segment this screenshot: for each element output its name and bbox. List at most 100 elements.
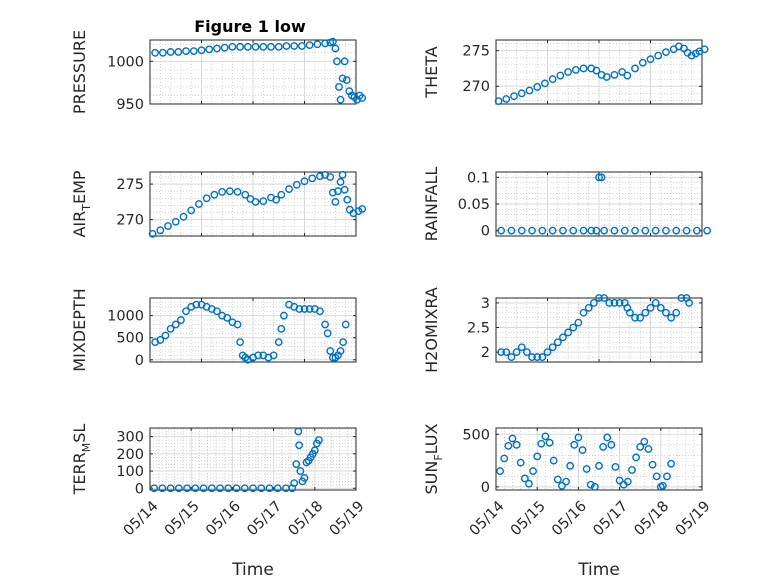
data-point: [341, 320, 350, 329]
data-point: [218, 188, 227, 196]
data-point: [538, 226, 547, 235]
data-point: [595, 173, 603, 182]
data-point: [156, 226, 165, 235]
y-axis-label-subscript: M: [80, 443, 93, 453]
data-point: [179, 212, 188, 221]
y-tick-label: 0: [135, 481, 144, 497]
data-point: [290, 479, 299, 488]
data-point: [292, 180, 301, 189]
y-axis-label-subscript: F: [432, 454, 445, 460]
data-point: [610, 299, 619, 307]
y-tick-label: 0.05: [458, 197, 490, 213]
data-point: [597, 173, 606, 182]
data-point: [548, 226, 557, 235]
data-point: [504, 441, 513, 450]
y-tick-label: 500: [116, 331, 144, 347]
data-point: [553, 338, 562, 347]
data-point: [620, 226, 629, 235]
data-point: [533, 83, 542, 91]
data-point: [207, 484, 216, 493]
data-point: [249, 484, 257, 493]
data-point: [500, 454, 509, 463]
data-point: [646, 303, 655, 312]
data-point: [507, 353, 516, 361]
subplot-3: 270 275 AIRTEMP: [70, 170, 367, 238]
data-point: [267, 42, 275, 51]
axes-box: [495, 427, 703, 491]
y-tick-label: 2: [481, 345, 490, 361]
data-point: [321, 39, 329, 48]
data-point: [648, 460, 657, 469]
data-point: [586, 480, 595, 489]
figure-title: Figure 1 low: [194, 17, 306, 36]
data-point: [171, 320, 180, 329]
data-point: [216, 484, 224, 493]
data-point: [533, 353, 542, 361]
data-point: [589, 299, 598, 307]
data-point: [158, 484, 167, 493]
data-point: [543, 348, 552, 357]
data-point: [525, 479, 533, 488]
data-point: [545, 438, 554, 447]
data-point: [259, 197, 268, 206]
data-point: [517, 343, 526, 352]
data-series: [496, 432, 675, 491]
data-point: [510, 92, 518, 101]
data-point: [602, 73, 611, 81]
data-point: [331, 197, 340, 206]
data-point: [562, 477, 570, 486]
y-axis-label: H2OMIXRA: [422, 287, 441, 373]
y-tick-label: 950: [116, 97, 144, 113]
data-point: [199, 484, 208, 493]
data-point: [213, 307, 221, 316]
y-axis-label-base: SUN: [422, 461, 441, 495]
data-point: [605, 299, 614, 307]
y-tick-label: 0.1: [467, 170, 490, 186]
data-point: [338, 74, 347, 83]
data-point: [502, 348, 511, 357]
data-point: [316, 172, 324, 181]
data-point: [632, 453, 640, 462]
data-point: [626, 308, 634, 317]
data-point: [516, 458, 525, 467]
data-point: [615, 299, 624, 307]
data-point: [497, 348, 506, 357]
y-axis-label-rest: SL: [70, 424, 89, 443]
data-point: [336, 95, 345, 104]
y-tick-label: 300: [116, 430, 144, 446]
data-point: [223, 313, 232, 322]
data-point: [174, 484, 183, 493]
y-axis-label-base: TERR: [70, 452, 89, 495]
data-point: [579, 308, 588, 317]
data-point: [517, 226, 526, 235]
subplot-1: 950 1000 PRESSURE: [70, 30, 367, 114]
data-point: [182, 307, 190, 316]
data-point: [494, 97, 503, 106]
data-point: [541, 79, 549, 88]
y-tick-label: 100: [116, 464, 144, 480]
data-point: [274, 42, 283, 51]
data-point: [176, 316, 185, 324]
axes-box: [149, 427, 357, 491]
data-point: [677, 294, 686, 302]
y-tick-label: 2.5: [467, 321, 490, 337]
data-point: [623, 71, 632, 80]
data-point: [191, 484, 200, 493]
data-series: [151, 37, 367, 104]
data-point: [618, 68, 627, 76]
data-point: [328, 188, 337, 197]
data-series: [148, 170, 367, 238]
data-point: [305, 305, 314, 313]
data-point: [682, 226, 691, 235]
y-axis-label-subscript: T: [80, 204, 93, 212]
data-point: [559, 226, 567, 235]
data-point: [251, 197, 260, 206]
data-point: [651, 299, 660, 307]
data-point: [512, 348, 521, 357]
data-series: [150, 427, 323, 493]
data-point: [507, 226, 516, 235]
data-point: [296, 467, 305, 475]
data-point: [638, 58, 647, 67]
data-point: [295, 305, 304, 313]
data-point: [654, 51, 663, 60]
